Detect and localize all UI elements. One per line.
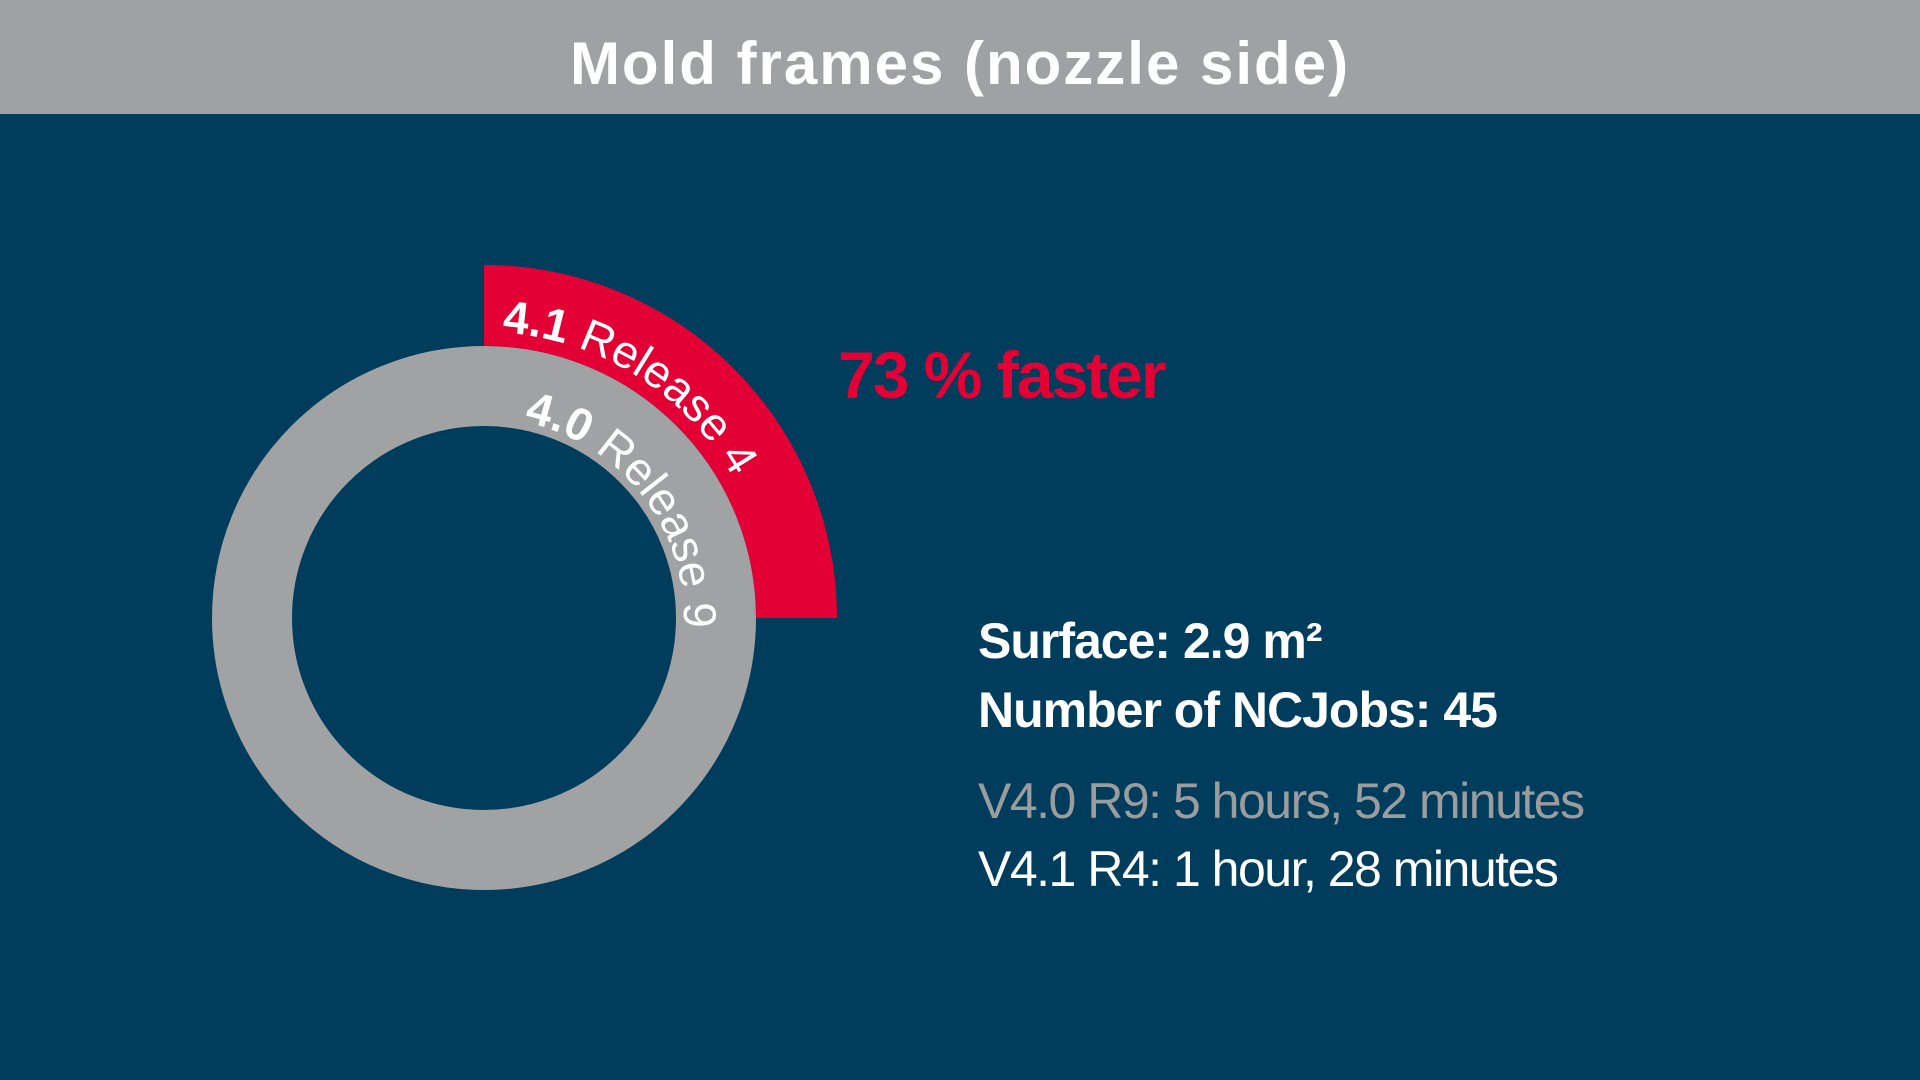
- ring-arc: [483, 265, 837, 619]
- ring-version: 4.1: [501, 291, 575, 354]
- timing: V4.0 R9: 5 hours, 52 minutes: [978, 773, 1584, 829]
- header-bar: [0, 0, 1920, 114]
- timing: V4.1 R4: 1 hour, 28 minutes: [978, 841, 1558, 897]
- annotation: 73 % faster: [838, 338, 1166, 412]
- chart-title: Mold frames (nozzle side): [570, 30, 1350, 97]
- ring: [212, 346, 756, 890]
- fact: Number of NCJobs: 45: [978, 682, 1497, 738]
- fact: Surface: 2.9 m²: [978, 613, 1322, 669]
